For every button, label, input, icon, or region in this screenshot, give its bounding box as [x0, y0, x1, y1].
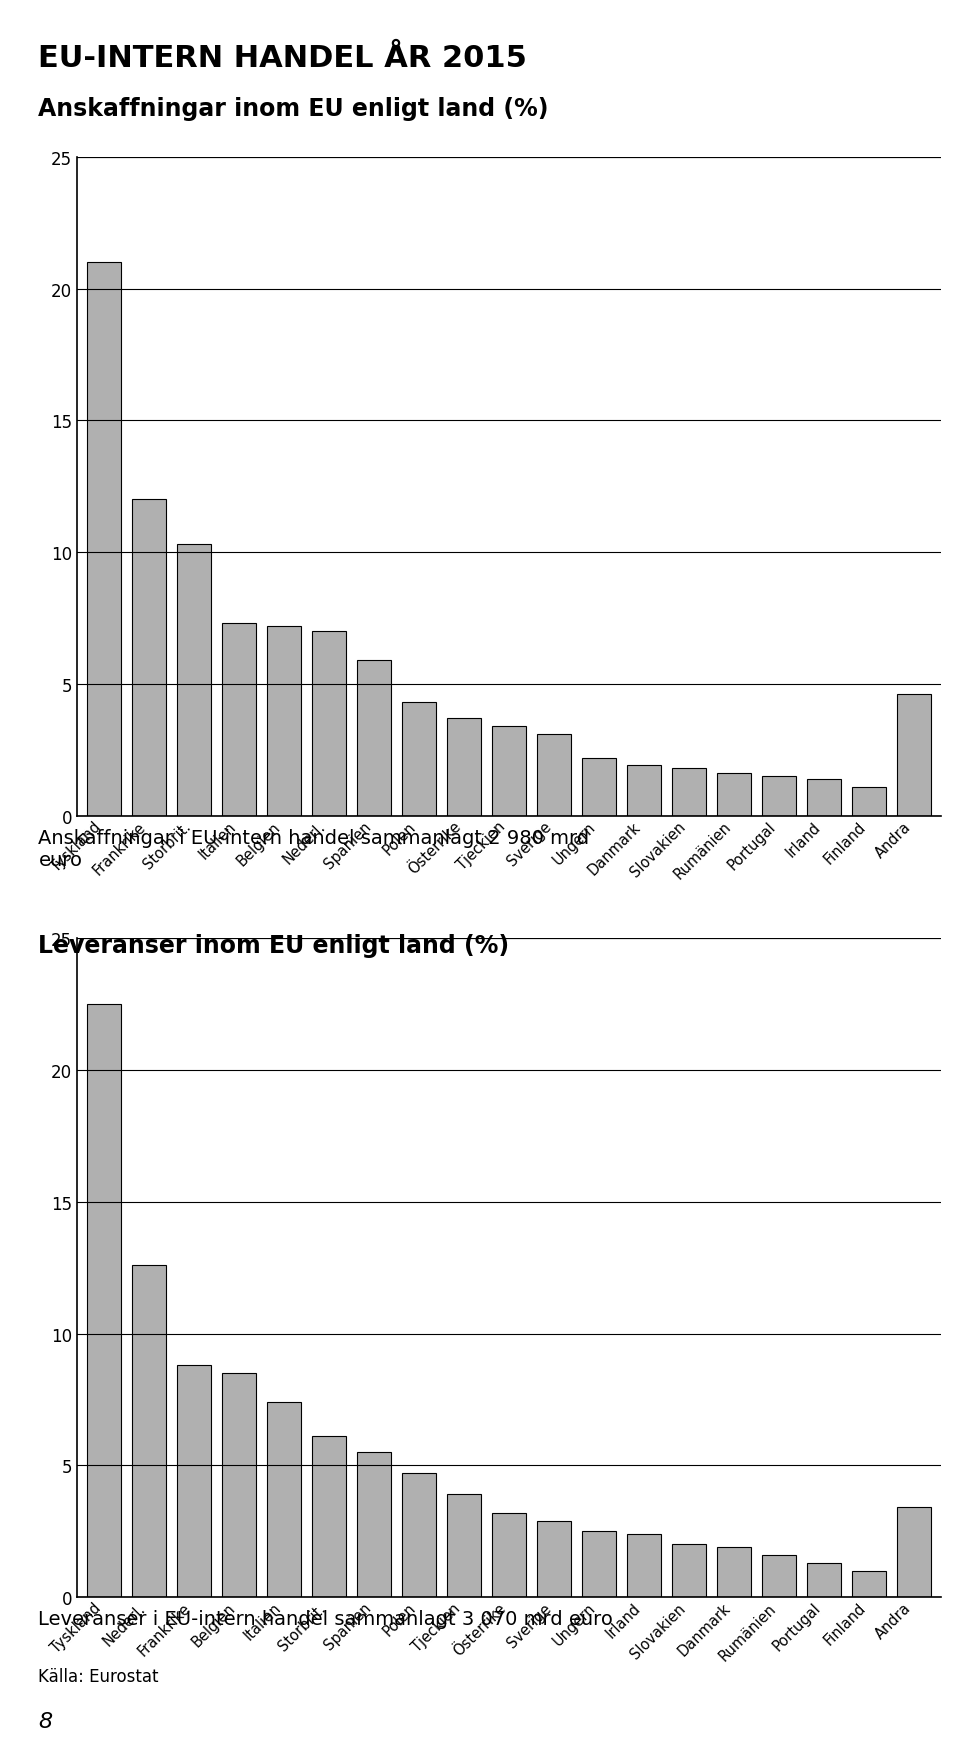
Text: Anskaffningar inom EU enligt land (%): Anskaffningar inom EU enligt land (%)	[38, 97, 549, 121]
Bar	[312, 1436, 346, 1597]
Bar	[447, 1495, 481, 1597]
Bar	[357, 1453, 391, 1597]
Bar	[492, 727, 526, 816]
Bar	[627, 765, 660, 816]
Bar	[762, 1555, 796, 1597]
Bar	[582, 1530, 615, 1597]
Bar	[762, 776, 796, 816]
Bar	[222, 1372, 255, 1597]
Bar	[177, 544, 210, 816]
Bar	[852, 1571, 886, 1597]
Bar	[267, 627, 300, 816]
Bar	[402, 1474, 436, 1597]
Bar	[852, 786, 886, 816]
Text: EU-INTERN HANDEL ÅR 2015: EU-INTERN HANDEL ÅR 2015	[38, 44, 527, 74]
Bar	[222, 623, 255, 816]
Bar	[267, 1402, 300, 1597]
Bar	[897, 1508, 930, 1597]
Bar	[582, 758, 615, 816]
Bar	[627, 1534, 660, 1597]
Bar	[807, 779, 841, 816]
Bar	[177, 1365, 210, 1597]
Text: Källa: Eurostat: Källa: Eurostat	[38, 1667, 159, 1685]
Bar	[402, 702, 436, 816]
Text: Anskaffningar i EU-intern handel sammanlagt 2 980 mrd
euro: Anskaffningar i EU-intern handel sammanl…	[38, 828, 589, 869]
Bar	[717, 1548, 751, 1597]
Bar	[897, 695, 930, 816]
Bar	[357, 660, 391, 816]
Bar	[807, 1564, 841, 1597]
Bar	[87, 263, 121, 816]
Bar	[312, 632, 346, 816]
Text: 8: 8	[38, 1711, 53, 1730]
Bar	[132, 500, 166, 816]
Bar	[672, 1544, 706, 1597]
Bar	[87, 1004, 121, 1597]
Bar	[447, 720, 481, 816]
Bar	[537, 1520, 570, 1597]
Bar	[717, 774, 751, 816]
Bar	[672, 769, 706, 816]
Bar	[132, 1265, 166, 1597]
Bar	[492, 1513, 526, 1597]
Text: Leveranser inom EU enligt land (%): Leveranser inom EU enligt land (%)	[38, 934, 510, 958]
Bar	[537, 734, 570, 816]
Text: Leveranser i EU-intern handel sammanlagt 3 070 mrd euro: Leveranser i EU-intern handel sammanlagt…	[38, 1609, 613, 1629]
